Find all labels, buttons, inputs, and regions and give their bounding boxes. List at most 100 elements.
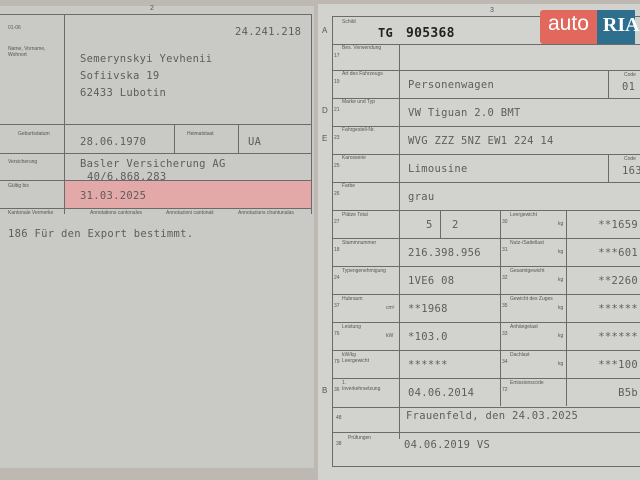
grid-code: 79 — [334, 359, 340, 365]
row-label: Farbe — [342, 183, 356, 189]
code-value: 163 — [622, 165, 640, 177]
row-code: 17 — [334, 53, 340, 59]
grid-label: Stammnummer — [342, 240, 377, 246]
row-letter: A — [322, 26, 328, 35]
row-code: 25 — [334, 163, 340, 169]
grid-code: 37 — [334, 303, 340, 309]
grid-r-unit: kg — [558, 333, 564, 339]
grid-r-value: B5b — [618, 387, 638, 399]
autoria-watermark: auto RIA — [540, 10, 640, 44]
grid-label: Plätze Total — [342, 212, 368, 218]
insurance-label: Versicherung — [8, 159, 38, 165]
page-number: 3 — [490, 7, 494, 14]
grid-value: 04.06.2014 — [408, 387, 475, 399]
grid-value: ****** — [408, 359, 448, 371]
row-letter: B — [322, 386, 328, 395]
grid-unit: cm³ — [386, 305, 395, 311]
owner-label: Name, Vorname, Wohnort — [8, 46, 46, 58]
row-label: Karosserie — [342, 155, 366, 161]
grid-r-label: Leergewicht — [510, 212, 537, 218]
code-label: 01-06 — [8, 25, 21, 31]
grid-r-value: ***601 — [598, 247, 638, 259]
valid-highlight — [65, 181, 311, 208]
row-value: Personenwagen — [408, 79, 495, 91]
grid-r-code: 72 — [502, 387, 508, 393]
grid-code: 27 — [334, 219, 340, 225]
watermark-auto: auto — [540, 10, 597, 44]
grid-r-label: Gesamtgewicht — [510, 268, 545, 274]
grid-code: 76 — [334, 331, 340, 337]
exam-label: Prüfungen — [348, 435, 372, 441]
issued: Frauenfeld, den 24.03.2025 — [406, 410, 579, 422]
row-label: Art des Fahrzeugs — [342, 71, 383, 77]
grid-value: 5 — [426, 219, 433, 231]
grid-r-code: 32 — [502, 275, 508, 281]
owner-city: 62433 Lubotin — [80, 87, 167, 99]
grid-r-unit: kg — [558, 305, 564, 311]
grid-r-code: 33 — [502, 331, 508, 337]
birth-date: 28.06.1970 — [80, 136, 147, 148]
row-code: 19 — [334, 79, 340, 85]
row-code: 21 — [334, 107, 340, 113]
owner-name: Semerynskyi Yevhenii — [80, 53, 213, 65]
left-page: 2 01-06 24.241.218 Name, Vorname, Wohnor… — [0, 5, 314, 468]
grid-r-code: 30 — [502, 219, 508, 225]
grid-r-label: Emissionscode — [510, 380, 544, 386]
issued-code: 48 — [336, 415, 342, 421]
notes-label-de: Kantonale Vermerke — [8, 210, 54, 216]
owner-street: Sofiivska 19 — [80, 70, 160, 82]
valid-until: 31.03.2025 — [80, 190, 147, 202]
origin-label: Heimatstaat — [187, 131, 214, 137]
row-letter: E — [322, 134, 328, 143]
row-code: 26 — [334, 191, 340, 197]
grid-label: 1. Inverkehrsetzung — [342, 380, 381, 392]
note: 186 Für den Export bestimmt. — [8, 228, 194, 240]
row-value: WVG ZZZ 5NZ EW1 224 14 — [408, 135, 554, 147]
plate-number: 905368 — [406, 26, 455, 41]
code-label: Code — [624, 156, 636, 162]
grid-r-label: Gewicht des Zuges — [510, 296, 553, 302]
row-label: Fahrgestell-Nr. — [342, 127, 375, 133]
notes-label-it: Annotazioni cantonali — [166, 210, 214, 216]
grid-r-code: 35 — [502, 303, 508, 309]
grid-value: 1VE6 08 — [408, 275, 455, 287]
grid-label: kW/kg Leergewicht — [342, 352, 369, 364]
grid-label: Hubraum — [342, 296, 363, 302]
grid-r-value: ****** — [598, 303, 638, 315]
grid-r-unit: kg — [558, 249, 564, 255]
grid-r-value: **2260 — [598, 275, 638, 287]
row-value: VW Tiguan 2.0 BMT — [408, 107, 521, 119]
grid-r-value: ****** — [598, 331, 638, 343]
grid-r-unit: kg — [558, 277, 564, 283]
exam-code: 38 — [336, 441, 342, 447]
row-label: Bes. Verwendung — [342, 45, 382, 51]
row-value: grau — [408, 191, 435, 203]
grid-r-label: Dachlast — [510, 352, 530, 358]
grid-code: 18 — [334, 247, 340, 253]
grid-label: Leistung — [342, 324, 361, 330]
insurance-number: 40/6.868.283 — [87, 171, 167, 183]
insurance: Basler Versicherung AG — [80, 158, 226, 170]
grid-r-code: 31 — [502, 247, 508, 253]
grid-value: 216.398.956 — [408, 247, 481, 259]
row-letter: D — [322, 106, 328, 115]
grid-value: *103.0 — [408, 331, 448, 343]
grid-r-unit: kg — [558, 221, 564, 227]
grid-r-label: Nutz-/Sattellast — [510, 240, 544, 246]
grid-r-unit: kg — [558, 361, 564, 367]
grid-mid-value: 2 — [452, 219, 459, 231]
code-value: 01 — [622, 81, 636, 93]
watermark-ria: RIA — [596, 10, 640, 44]
grid-unit: kW — [386, 333, 394, 339]
grid-code: 36 — [334, 387, 340, 393]
grid-r-label: Anhängelast — [510, 324, 538, 330]
valid-label: Gültig bis — [8, 183, 29, 189]
exam: 04.06.2019 VS — [404, 439, 491, 451]
plate-label: Schild — [342, 19, 356, 25]
row-label: Marke und Typ — [342, 99, 375, 105]
birth-label: Geburtsdatum — [18, 131, 50, 137]
grid-r-code: 34 — [502, 359, 508, 365]
page-number: 2 — [150, 5, 154, 12]
grid-value: **1968 — [408, 303, 448, 315]
